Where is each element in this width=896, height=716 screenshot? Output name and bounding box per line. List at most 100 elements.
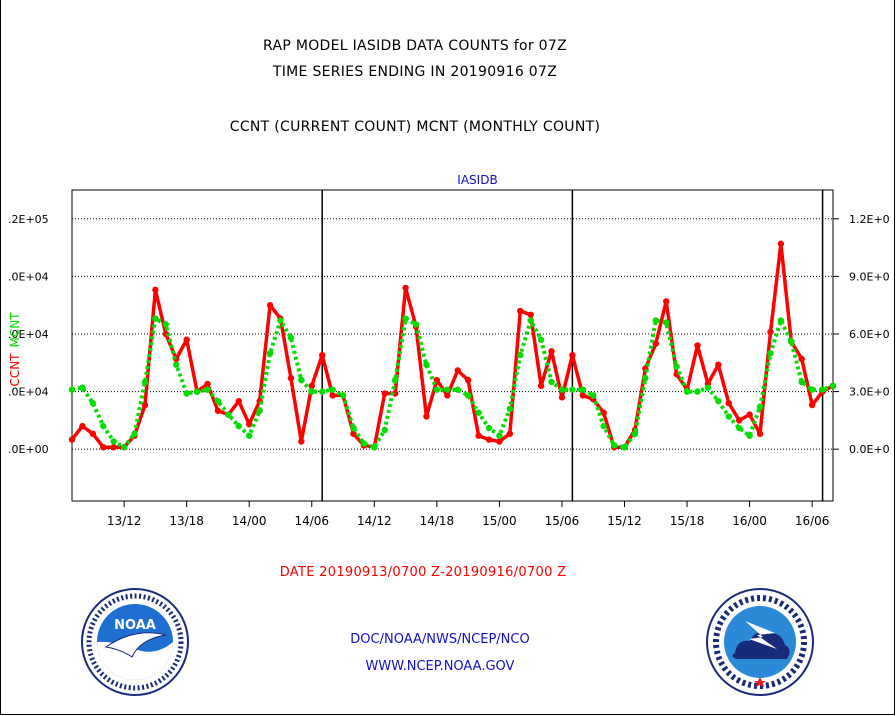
data-point-mcnt	[287, 334, 295, 342]
data-point-mcnt	[652, 317, 659, 324]
date-range-label: DATE 20190913/0700 Z-20190916/0700 Z	[279, 565, 567, 580]
data-point-mcnt	[131, 430, 138, 438]
y-tick-label-right: 3.0E+0	[849, 386, 890, 399]
data-point-mcnt	[683, 388, 691, 395]
data-point-ccnt	[423, 413, 430, 420]
y-tick-label-left: .2E+05	[8, 213, 49, 226]
data-point-ccnt	[798, 355, 805, 363]
data-point-ccnt	[79, 422, 86, 430]
data-point-ccnt	[600, 409, 607, 416]
data-point-mcnt	[162, 321, 170, 328]
data-point-ccnt	[808, 401, 816, 409]
data-point-ccnt	[767, 328, 774, 336]
data-point-ccnt	[548, 348, 555, 355]
data-point-mcnt	[663, 319, 670, 326]
x-tick-label: 15/06	[545, 514, 580, 528]
data-point-ccnt	[89, 430, 97, 438]
data-point-ccnt	[183, 336, 190, 343]
data-point-ccnt	[454, 367, 461, 374]
data-point-mcnt	[569, 386, 576, 393]
data-point-ccnt	[663, 298, 670, 305]
data-point-mcnt	[308, 388, 315, 395]
x-tick-label: 16/00	[732, 514, 767, 528]
data-point-mcnt	[506, 405, 514, 413]
y-tick-label-left: .0E+04	[8, 328, 49, 341]
data-point-mcnt	[631, 430, 639, 438]
y-tick-label-right: 9.0E+0	[849, 270, 890, 283]
data-point-mcnt	[537, 336, 545, 343]
data-point-ccnt	[318, 351, 326, 359]
x-tick-label: 14/18	[420, 514, 455, 528]
data-point-ccnt	[350, 430, 357, 438]
data-point-mcnt	[152, 315, 159, 322]
data-point-mcnt	[235, 422, 242, 430]
data-point-mcnt	[141, 378, 149, 386]
data-point-mcnt	[600, 422, 607, 430]
y-tick-label-left: .0E+04	[8, 270, 49, 283]
data-point-mcnt	[558, 386, 566, 393]
data-point-ccnt	[444, 392, 451, 399]
data-point-ccnt	[68, 436, 76, 443]
data-point-ccnt	[569, 351, 576, 359]
data-point-mcnt	[371, 444, 378, 451]
data-point-mcnt	[193, 388, 201, 395]
data-point-mcnt	[391, 376, 399, 384]
axis-label-mcnt: MCNT	[8, 312, 22, 348]
data-point-ccnt	[381, 390, 388, 397]
data-point-ccnt	[652, 340, 659, 347]
data-point-ccnt	[100, 444, 107, 451]
chart-title-line-2: TIME SERIES ENDING IN 20190916 07Z	[272, 64, 558, 80]
series-line-ccnt	[70, 242, 834, 449]
x-tick-label: 14/06	[294, 514, 329, 528]
data-point-mcnt	[318, 388, 326, 395]
data-point-mcnt	[756, 403, 764, 411]
data-point-mcnt	[673, 363, 680, 370]
data-point-mcnt	[412, 321, 420, 328]
data-point-mcnt	[642, 374, 649, 382]
data-point-ccnt	[266, 301, 274, 309]
data-point-ccnt	[537, 382, 545, 390]
data-point-mcnt	[183, 390, 190, 397]
data-point-mcnt	[433, 386, 441, 393]
data-point-ccnt	[485, 436, 493, 443]
data-point-mcnt	[120, 444, 128, 451]
footer-org-link[interactable]: DOC/NOAA/NWS/NCEP/NCO	[350, 632, 530, 647]
data-point-mcnt	[798, 378, 805, 386]
data-point-mcnt	[204, 386, 211, 393]
data-point-ccnt	[152, 286, 159, 294]
data-point-ccnt	[496, 438, 503, 445]
data-point-mcnt	[777, 317, 785, 324]
data-point-mcnt	[256, 407, 263, 414]
data-point-ccnt	[298, 438, 305, 445]
data-point-mcnt	[402, 315, 409, 322]
chart-title-line-3: CCNT (CURRENT COUNT) MCNT (MONTHLY COUNT…	[229, 119, 601, 135]
data-point-mcnt	[360, 440, 368, 447]
x-tick-label: 15/12	[607, 514, 642, 528]
data-point-ccnt	[246, 421, 253, 428]
data-point-mcnt	[100, 422, 107, 430]
data-point-ccnt	[110, 444, 117, 451]
data-point-mcnt	[715, 397, 722, 405]
data-point-mcnt	[704, 384, 712, 391]
data-point-ccnt	[579, 392, 587, 399]
data-point-ccnt	[214, 407, 222, 414]
footer-url-link[interactable]: WWW.NCEP.NOAA.GOV	[365, 659, 515, 674]
data-point-ccnt	[694, 342, 701, 349]
data-point-mcnt	[579, 386, 587, 393]
data-point-mcnt	[527, 317, 534, 324]
data-point-ccnt	[506, 430, 514, 438]
data-point-mcnt	[735, 424, 743, 432]
data-point-ccnt	[777, 240, 785, 247]
data-point-mcnt	[621, 444, 628, 451]
data-point-mcnt	[329, 386, 336, 393]
x-tick-label: 13/18	[169, 514, 204, 528]
data-point-mcnt	[517, 351, 524, 359]
data-point-ccnt	[204, 380, 211, 388]
data-point-mcnt	[746, 432, 753, 439]
noaa-logo-icon: NOAA	[81, 588, 189, 696]
y-tick-label-left: .0E+04	[8, 386, 49, 399]
data-point-ccnt	[475, 432, 482, 439]
data-point-mcnt	[225, 411, 232, 418]
plot-subtitle: IASIDB	[457, 173, 497, 187]
y-tick-label-left: .0E+00	[8, 443, 49, 456]
